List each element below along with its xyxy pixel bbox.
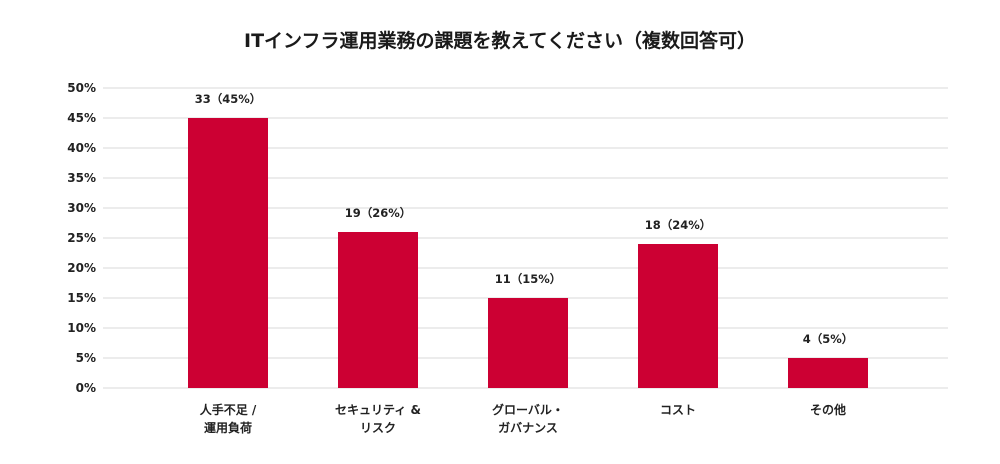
y-tick-label: 45% (67, 111, 96, 125)
x-category-label-line: リスク (360, 421, 396, 435)
x-category-label-line: コスト (660, 403, 696, 417)
bar (638, 244, 718, 388)
x-category-label-line: その他 (810, 402, 846, 417)
y-tick-label: 0% (76, 381, 96, 395)
x-category-label-line: セキュリティ & (335, 403, 421, 417)
data-label: 11（15%） (495, 272, 562, 286)
y-tick-label: 15% (67, 291, 96, 305)
y-tick-label: 5% (76, 351, 96, 365)
x-category-label-line: ガバナンス (498, 420, 558, 435)
y-tick-label: 50% (67, 81, 96, 95)
x-category-label-line: グローバル・ (492, 402, 564, 417)
x-category-label: グローバル・ガバナンス (492, 402, 564, 435)
data-label: 4（5%） (803, 332, 854, 346)
x-category-label-line: 運用負荷 (204, 420, 252, 435)
x-category-label: コスト (660, 403, 696, 417)
x-category-label: 人手不足 / 運用負荷 (200, 402, 257, 435)
bar (788, 358, 868, 388)
y-tick-label: 25% (67, 231, 96, 245)
y-tick-label: 35% (67, 171, 96, 185)
x-category-label: その他 (810, 402, 846, 417)
y-tick-label: 40% (67, 141, 96, 155)
data-label: 33（45%） (195, 92, 262, 106)
x-category-label-line: 人手不足 / (200, 402, 257, 417)
x-category-label: セキュリティ & リスク (335, 403, 421, 435)
bar (188, 118, 268, 388)
y-tick-label: 20% (67, 261, 96, 275)
bar (488, 298, 568, 388)
y-tick-label: 30% (67, 201, 96, 215)
chart-title: ITインフラ運用業務の課題を教えてください（複数回答可） (244, 30, 756, 52)
data-label: 18（24%） (645, 218, 712, 232)
data-label: 19（26%） (345, 206, 412, 220)
y-tick-label: 10% (67, 321, 96, 335)
bar (338, 232, 418, 388)
